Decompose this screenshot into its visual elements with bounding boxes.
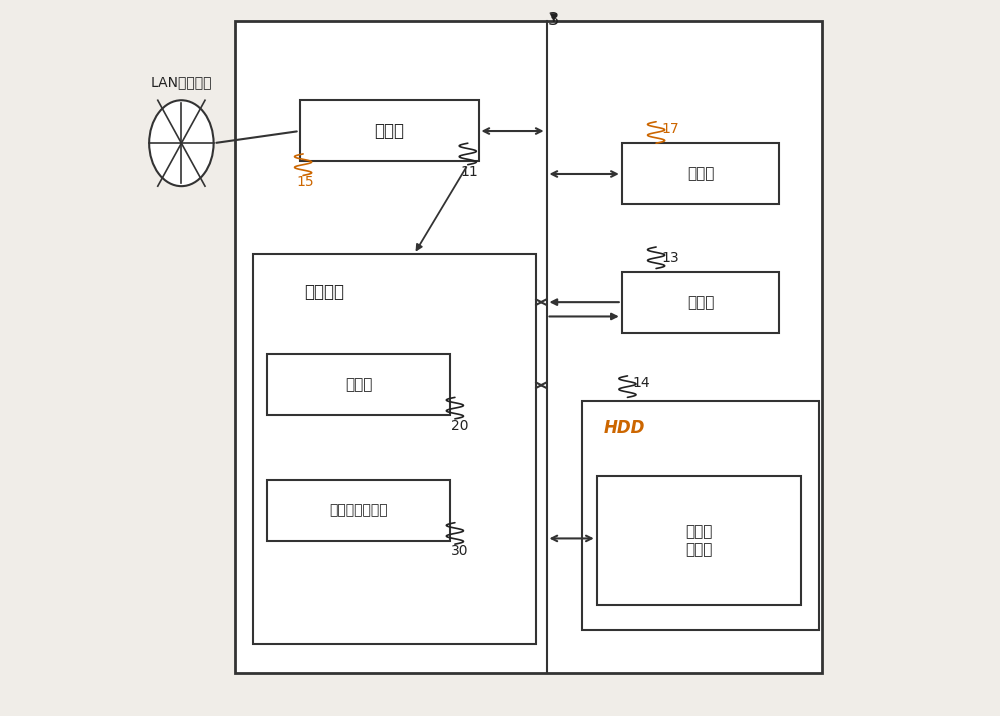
Text: HDD: HDD bbox=[604, 419, 645, 437]
Text: 打印机驱动器部: 打印机驱动器部 bbox=[329, 503, 388, 517]
Text: 操作部: 操作部 bbox=[687, 166, 714, 181]
Text: 13: 13 bbox=[661, 251, 679, 265]
FancyBboxPatch shape bbox=[253, 254, 536, 644]
Text: 30: 30 bbox=[451, 544, 469, 558]
Text: 控制单元: 控制单元 bbox=[305, 283, 345, 301]
Text: 15: 15 bbox=[296, 175, 314, 190]
FancyBboxPatch shape bbox=[622, 143, 779, 204]
Text: LAN或因特网: LAN或因特网 bbox=[151, 75, 212, 90]
Text: 20: 20 bbox=[451, 419, 469, 433]
FancyBboxPatch shape bbox=[582, 401, 819, 630]
FancyBboxPatch shape bbox=[597, 476, 801, 605]
FancyBboxPatch shape bbox=[267, 480, 450, 541]
FancyBboxPatch shape bbox=[300, 100, 479, 161]
Text: 打印机
驱动器: 打印机 驱动器 bbox=[685, 524, 712, 557]
Text: 控制部: 控制部 bbox=[345, 377, 372, 392]
Text: 11: 11 bbox=[461, 165, 478, 179]
Text: 3: 3 bbox=[548, 11, 559, 29]
FancyBboxPatch shape bbox=[235, 21, 822, 673]
Text: 通信部: 通信部 bbox=[374, 122, 404, 140]
FancyBboxPatch shape bbox=[267, 354, 450, 415]
Text: 14: 14 bbox=[632, 376, 650, 390]
Ellipse shape bbox=[149, 100, 214, 186]
FancyBboxPatch shape bbox=[622, 272, 779, 333]
Text: 显示部: 显示部 bbox=[687, 295, 714, 310]
Text: 17: 17 bbox=[661, 122, 679, 136]
